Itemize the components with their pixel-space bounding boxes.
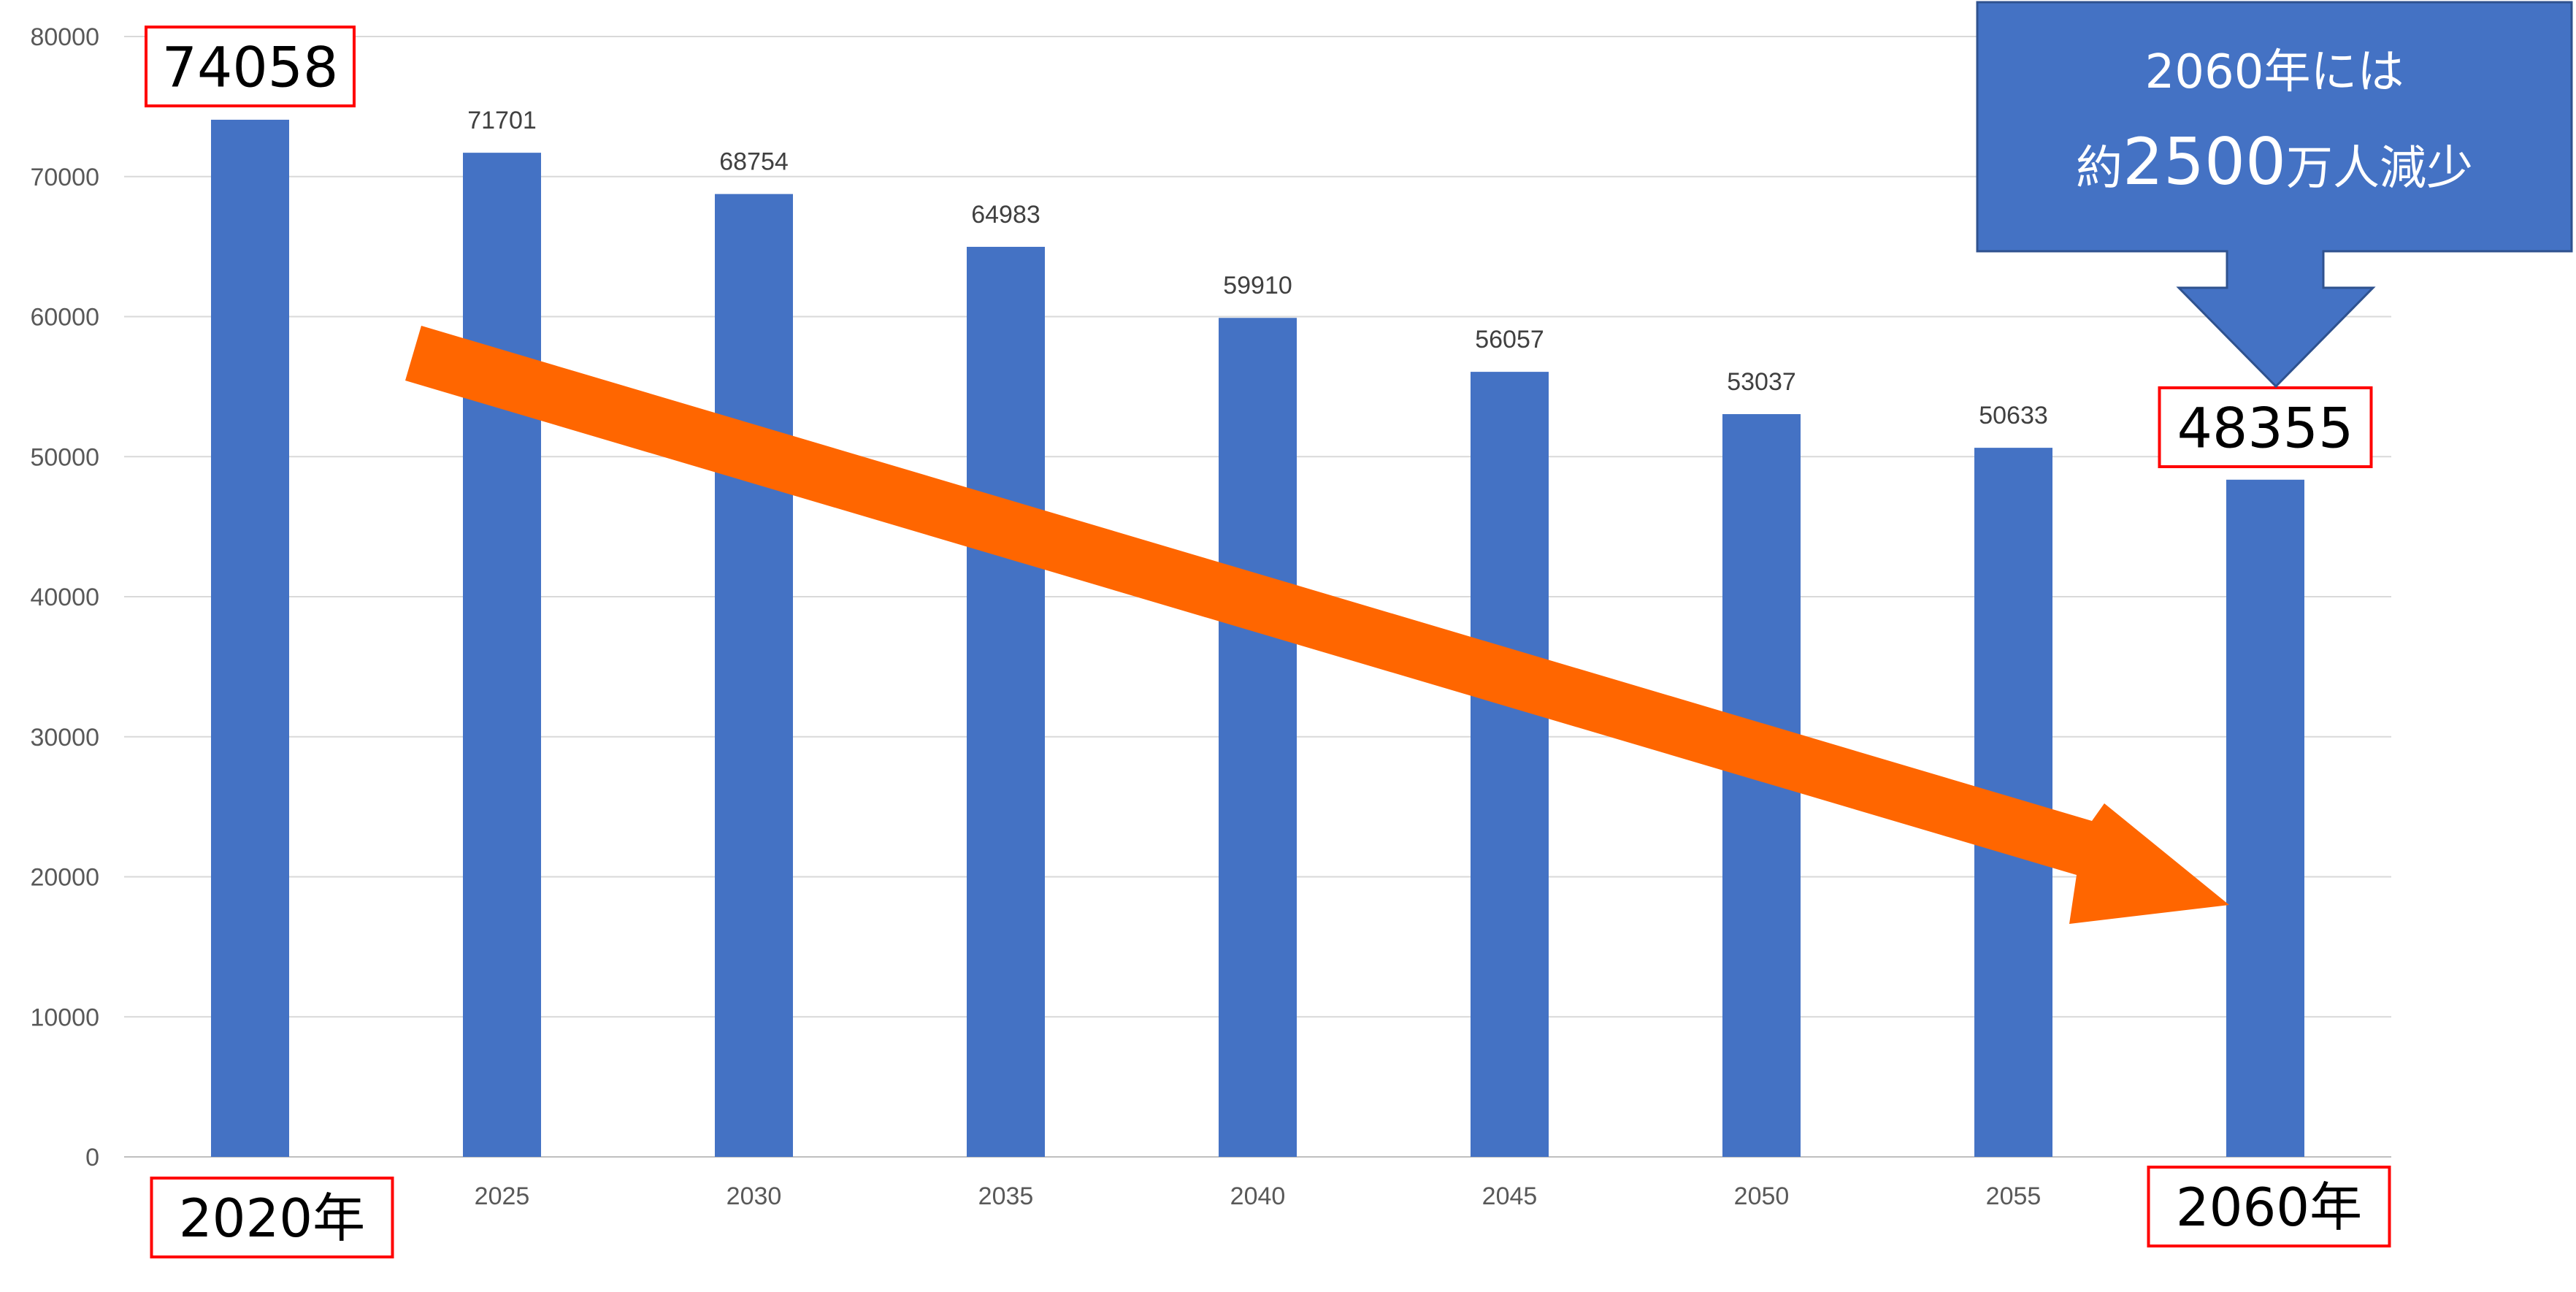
data-label-box-border [145,26,356,107]
callout-arrow-shape [1976,1,2573,389]
x-axis-ticks: 2025 2030 2035 2040 2045 2050 2055 [475,1182,2042,1210]
x-tick-label: 2030 [727,1182,782,1210]
callout-line-1: 2060年には [2145,45,2404,99]
callout-line-2: 約2500万人減少 [2076,124,2473,199]
bar [967,246,1045,1158]
callout-prefix: 約 [2076,142,2123,196]
y-tick-label: 40000 [30,584,99,611]
data-label-box: 74058 [145,26,356,107]
x-tick-label: 2050 [1734,1182,1790,1210]
data-labels: 71701 68754 64983 59910 56057 53037 50633 [467,107,2048,429]
y-tick-label: 30000 [30,724,99,752]
bar [463,153,541,1158]
bar [1219,318,1297,1158]
y-tick-label: 0 [85,1144,99,1171]
x-tick-box-text: 2060年 [2176,1177,2362,1238]
y-tick-label: 20000 [30,864,99,892]
data-label: 59910 [1223,272,1292,299]
y-tick-label: 70000 [30,164,99,191]
y-tick-label: 10000 [30,1004,99,1031]
callout-box: 2060年には 約2500万人減少 [1976,1,2573,389]
x-tick-label: 2045 [1482,1182,1538,1210]
bars [211,119,2304,1158]
y-tick-label: 60000 [30,304,99,332]
bar [2226,479,2304,1157]
x-tick-label: 2040 [1230,1182,1286,1210]
data-label-box-text: 74058 [162,34,339,99]
data-label: 56057 [1475,326,1544,353]
callout-suffix: 万人減少 [2286,142,2473,196]
data-label: 68754 [719,148,789,176]
x-tick-box-border [2147,1166,2391,1247]
x-tick-box-border [150,1177,394,1258]
x-tick-box: 2020年 [150,1177,394,1258]
trend-arrow [405,326,2229,924]
x-tick-label: 2055 [1986,1182,2042,1210]
data-label: 53037 [1727,368,1796,396]
data-label: 64983 [971,201,1040,229]
data-label: 50633 [1979,402,2048,429]
callout-number: 2500 [2123,124,2286,199]
data-label-box-border [2158,386,2373,468]
x-tick-box: 2060年 [2147,1166,2391,1247]
bar [211,119,289,1157]
data-label-box-text: 48355 [2177,395,2354,460]
x-tick-label: 2025 [475,1182,530,1210]
data-label-box: 48355 [2158,386,2373,468]
x-tick-box-text: 2020年 [179,1188,365,1249]
y-tick-label: 80000 [30,23,99,51]
bar [1471,372,1549,1157]
data-label: 71701 [467,107,537,134]
x-tick-label: 2035 [978,1182,1034,1210]
y-axis-ticks: 0 10000 20000 30000 40000 50000 60000 70000 8000… [30,23,99,1171]
bar [715,194,793,1157]
y-tick-label: 50000 [30,443,99,471]
highlight-boxes: 74058 2020年 48355 2060年 [145,26,2391,1258]
